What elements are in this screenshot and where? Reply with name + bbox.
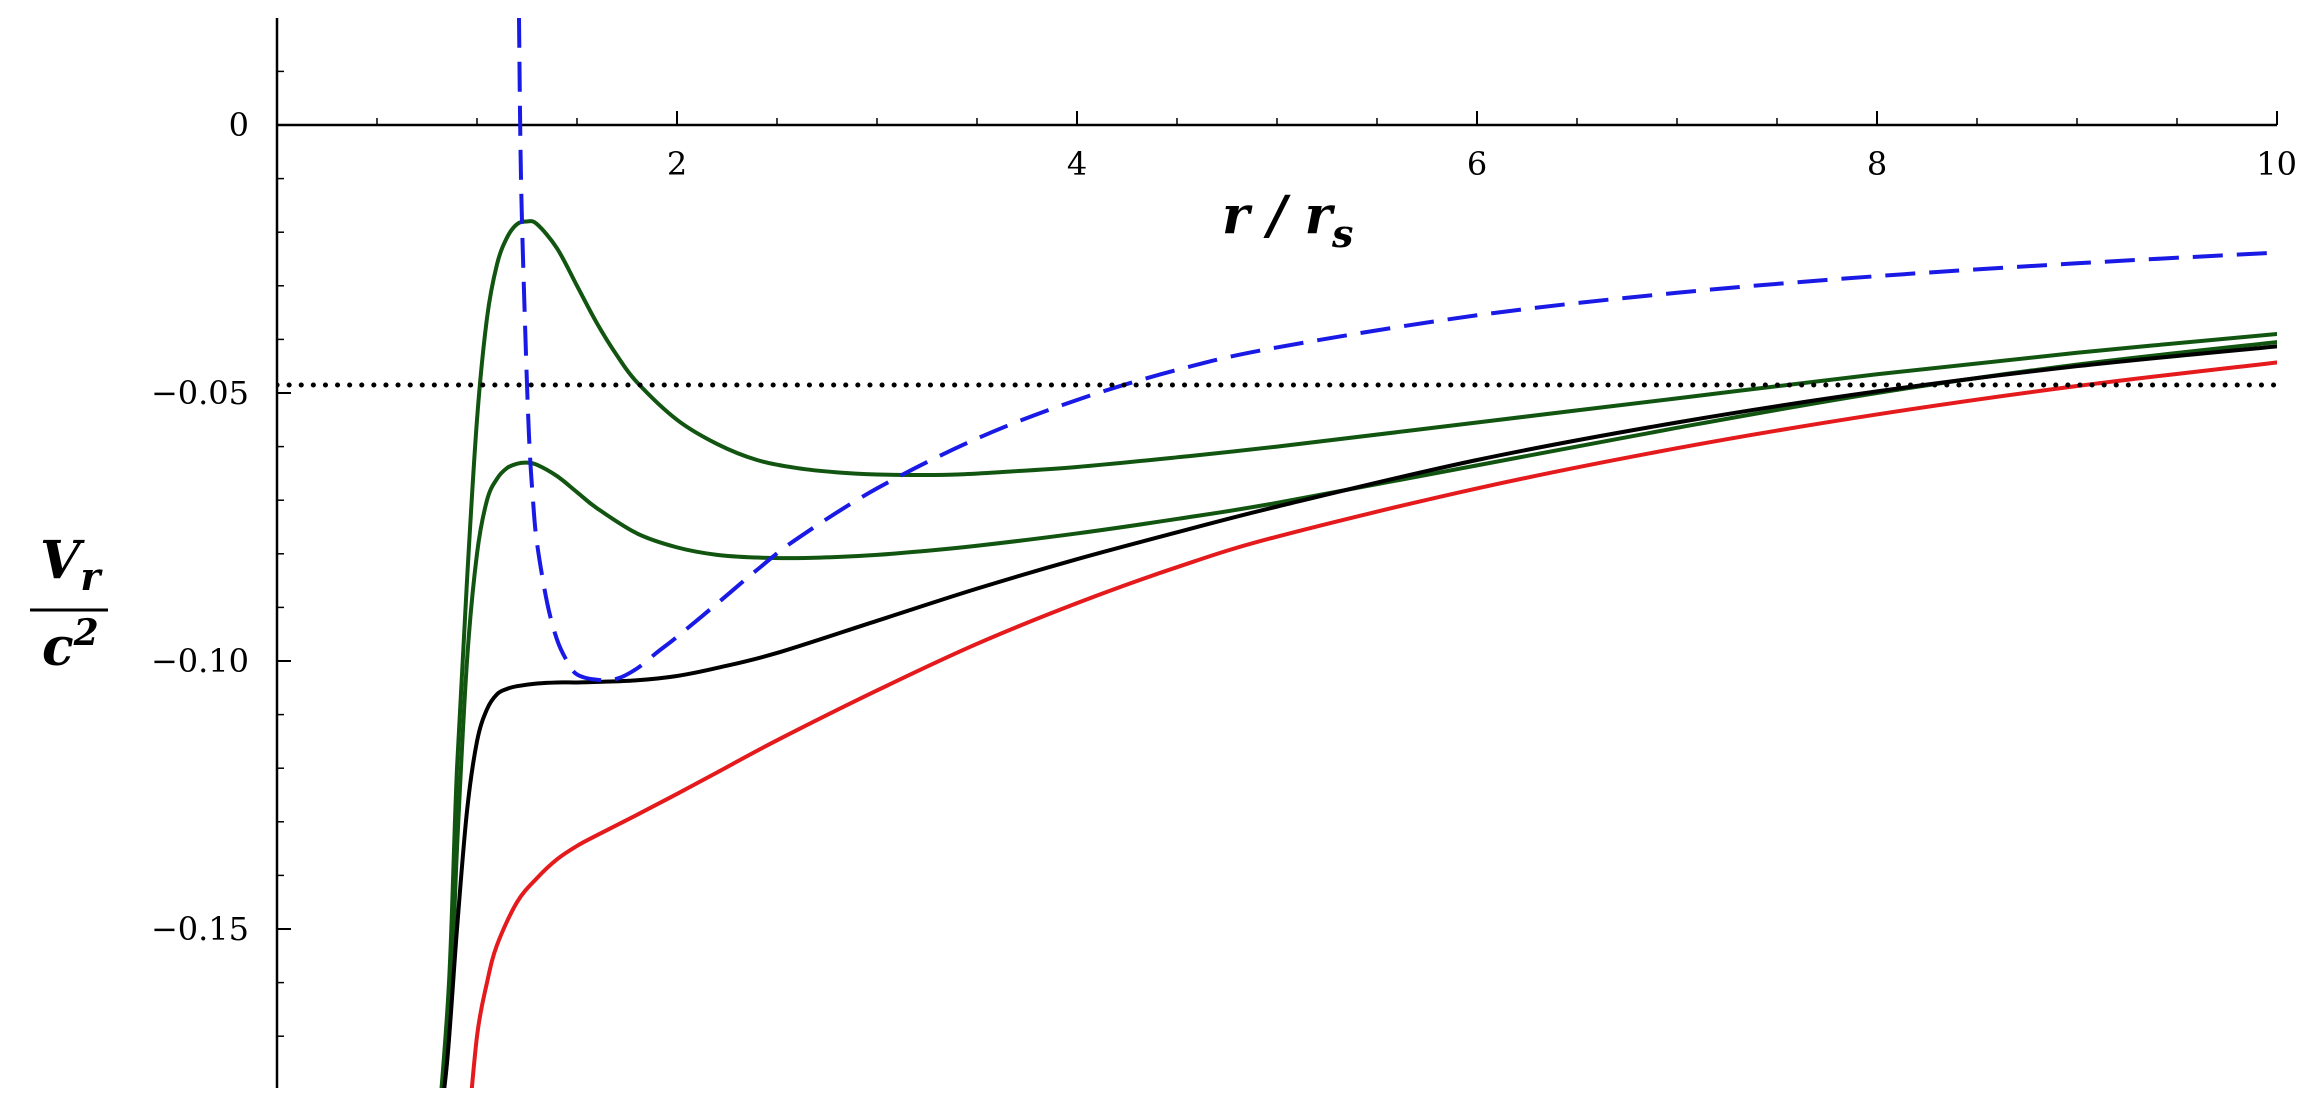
series-line-3-solid <box>442 344 2277 1088</box>
x-axis-title-main: r / r <box>1222 185 1336 246</box>
series-line-2-solid <box>442 340 2277 1088</box>
y-axis-title-denominator-sup: 2 <box>73 612 99 654</box>
y-tick-label: −0.15 <box>151 910 249 948</box>
y-axis-title-denominator: c2 <box>42 612 99 678</box>
x-tick-label: 8 <box>1867 145 1887 183</box>
x-tick-label: 4 <box>1067 145 1087 183</box>
y-axis-title-denominator-main: c <box>42 617 74 678</box>
x-tick-label: 2 <box>667 145 687 183</box>
axes <box>275 18 2277 1088</box>
y-tick-label: −0.05 <box>151 374 249 412</box>
x-axis-title-sub: s <box>1331 211 1353 256</box>
y-axis-title-numerator-sub: r <box>80 554 103 599</box>
tick-labels: 2 4 6 8 10 0 −0.05 −0.10 −0.15 <box>151 106 2297 948</box>
y-axis-title-numerator: Vr <box>40 530 103 599</box>
series-line-1-solid <box>439 219 2277 1088</box>
y-axis-title: Vr c2 <box>30 530 108 678</box>
series-group <box>277 18 2277 1088</box>
y-tick-label: −0.10 <box>151 642 249 680</box>
series-line-4-solid <box>469 360 2277 1088</box>
x-tick-label: 6 <box>1467 145 1487 183</box>
x-tick-label: 10 <box>2256 145 2297 183</box>
x-axis-title: r / rs <box>1222 185 1353 256</box>
series-line-5-dashed <box>517 18 2277 683</box>
y-axis-title-numerator-main: V <box>40 530 85 591</box>
major-ticks <box>277 111 2278 930</box>
y-tick-label: 0 <box>229 106 249 144</box>
